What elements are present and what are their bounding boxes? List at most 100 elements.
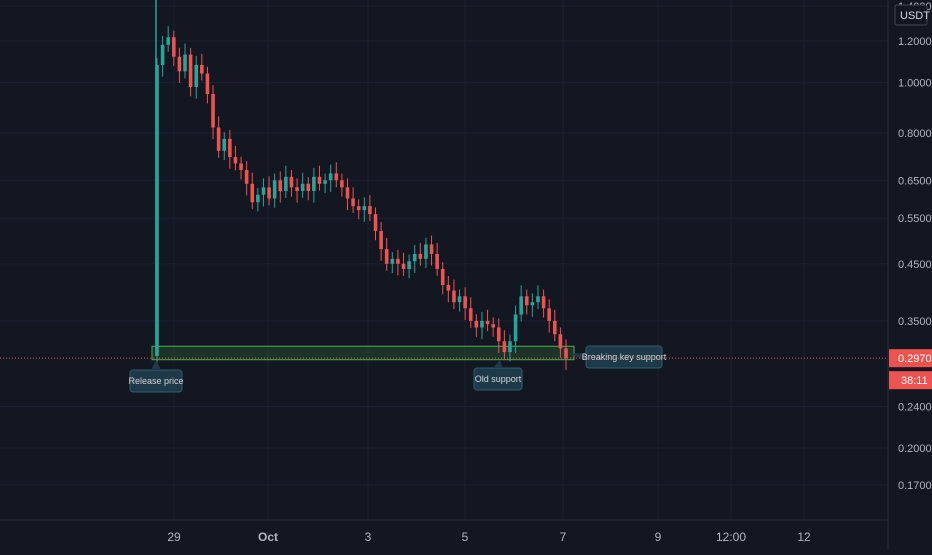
last-price-label: 0.2970 xyxy=(898,353,932,365)
y-tick-label: 0.4500 xyxy=(898,259,932,271)
annotations-group: Release price Old support Breaking key sup… xyxy=(128,345,667,393)
candle-body xyxy=(401,263,406,269)
candle-body xyxy=(496,327,501,342)
candle-body xyxy=(267,187,271,199)
candle-body xyxy=(284,176,288,192)
candle-body xyxy=(188,54,193,88)
candle-body xyxy=(228,138,232,158)
candle-body xyxy=(289,176,294,188)
candle-body xyxy=(312,176,316,192)
candle-body xyxy=(446,284,451,291)
candle-body xyxy=(429,244,434,254)
callout-pointer xyxy=(493,359,503,368)
candle-body xyxy=(373,214,378,231)
support-zone-rect xyxy=(151,345,575,361)
callout-text: Old support xyxy=(475,374,522,384)
candles-group xyxy=(155,0,568,370)
candle-body xyxy=(564,348,568,359)
candle-body xyxy=(474,320,479,328)
x-tick-label: Oct xyxy=(258,530,278,544)
candle-body xyxy=(356,206,361,211)
candle-body xyxy=(396,258,400,264)
callout-text: Release price xyxy=(128,376,183,386)
candle-body xyxy=(552,320,557,335)
candle-body xyxy=(379,230,383,250)
candle-body xyxy=(418,253,423,259)
candle-body xyxy=(222,138,227,151)
candle-body xyxy=(177,56,182,72)
candle-body xyxy=(468,308,473,321)
candle-body xyxy=(558,334,563,349)
grid-lines xyxy=(0,0,888,520)
candle-body xyxy=(239,163,243,171)
candle-body xyxy=(160,44,165,65)
last-price-badge xyxy=(889,349,932,368)
candle-body xyxy=(155,64,159,356)
callout-text: Breaking key support xyxy=(582,352,667,362)
candle-body xyxy=(211,94,215,128)
x-tick-label: 7 xyxy=(560,530,567,544)
candle-body xyxy=(424,244,428,259)
candle-body xyxy=(272,180,277,199)
candle-body xyxy=(306,183,311,192)
candle-body xyxy=(295,187,299,192)
support-zone xyxy=(151,345,575,361)
x-tick-label: 12:00 xyxy=(716,530,746,544)
y-tick-label: 0.5500 xyxy=(898,213,932,225)
x-tick-label: 29 xyxy=(167,530,181,544)
currency-label: USDT xyxy=(900,10,930,22)
x-tick-label: 9 xyxy=(655,530,662,544)
y-tick-label: 0.6500 xyxy=(898,175,932,187)
candle-body xyxy=(440,268,445,285)
candle-body xyxy=(502,341,507,353)
candle-body xyxy=(334,173,339,181)
countdown-label: 38:11 xyxy=(901,375,928,387)
candle-body xyxy=(261,187,266,195)
price-axis xyxy=(888,0,932,550)
annotation-callout: Breaking key support xyxy=(570,345,667,369)
candle-body xyxy=(194,64,199,88)
candle-body xyxy=(300,183,305,192)
candle-body xyxy=(250,183,255,203)
y-tick-label: 0.2000 xyxy=(898,443,932,455)
candle-body xyxy=(412,253,417,262)
candle-body xyxy=(317,176,322,184)
candle-body xyxy=(480,320,484,328)
candle-body xyxy=(362,206,367,211)
candle-body xyxy=(384,249,389,264)
candle-body xyxy=(508,341,512,353)
candle-body xyxy=(166,37,171,45)
candle-body xyxy=(183,54,187,72)
candle-body xyxy=(278,180,283,192)
candle-body xyxy=(485,320,490,325)
y-tick-label: 1.0000 xyxy=(898,77,932,89)
candle-body xyxy=(328,173,333,181)
y-tick-label: 0.1700 xyxy=(898,480,932,492)
annotation-callout: Old support xyxy=(473,359,523,391)
y-tick-label: 1.2000 xyxy=(898,36,932,48)
candle-body xyxy=(216,127,221,151)
candle-body xyxy=(407,261,411,269)
currency-box xyxy=(894,4,928,26)
candle-body xyxy=(390,258,395,264)
candle-body xyxy=(233,157,238,164)
x-tick-label: 12 xyxy=(797,530,811,544)
y-tick-label: 0.3500 xyxy=(898,316,932,328)
callout-pointer xyxy=(570,353,586,361)
candle-body xyxy=(513,314,518,342)
candle-body xyxy=(435,253,439,269)
candle-body xyxy=(244,170,249,184)
candle-body xyxy=(452,290,456,303)
candle-body xyxy=(530,302,535,306)
candle-body xyxy=(541,296,546,309)
candle-body xyxy=(536,296,540,303)
countdown-badge xyxy=(889,371,932,390)
candle-body xyxy=(463,296,467,309)
candle-body xyxy=(323,180,327,184)
candle-body xyxy=(340,180,344,188)
callout-pointer xyxy=(151,359,161,370)
candle-body xyxy=(256,194,260,203)
